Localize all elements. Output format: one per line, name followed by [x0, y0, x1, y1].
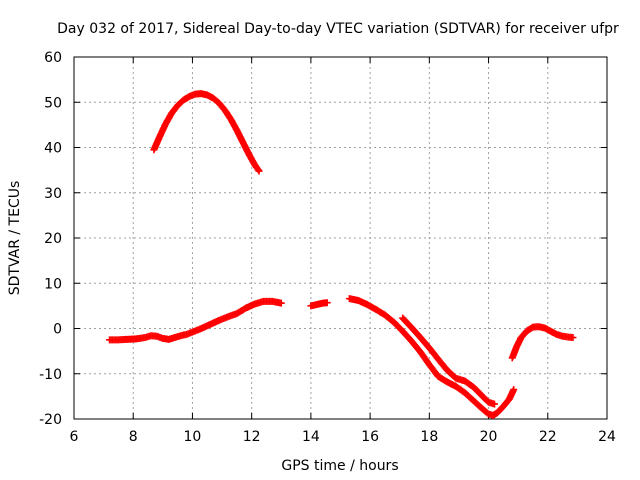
- chart-title: Day 032 of 2017, Sidereal Day-to-day VTE…: [57, 21, 619, 37]
- x-tick-label: 8: [129, 429, 138, 445]
- data-point-marker: [255, 167, 263, 175]
- x-tick-label: 18: [420, 429, 438, 445]
- data-point-marker: [277, 299, 285, 307]
- grid-lines: [74, 57, 607, 419]
- series-arc-low-3: [345, 295, 518, 419]
- y-axis-label: SDTVAR / TECUs: [7, 181, 23, 296]
- series-arc-high: [150, 90, 263, 175]
- y-tick-label: 60: [44, 50, 62, 66]
- x-tick-label: 10: [184, 429, 202, 445]
- series-arc-low-5: [508, 323, 577, 362]
- y-tick-label: 0: [53, 322, 62, 338]
- series-arc-low-1: [106, 297, 285, 344]
- x-tick-label: 20: [480, 429, 498, 445]
- x-axis-label: GPS time / hours: [281, 458, 398, 474]
- data-point-marker: [510, 386, 518, 394]
- y-tick-label: 10: [44, 276, 62, 292]
- y-tick-label: 20: [44, 231, 62, 247]
- x-tick-label: 22: [539, 429, 557, 445]
- x-tick-label: 16: [361, 429, 379, 445]
- y-tick-label: -20: [39, 412, 62, 428]
- x-tick-label: 12: [243, 429, 261, 445]
- x-tick-labels: 6 8 10 12 14 16 18 20 22 24: [70, 429, 616, 445]
- y-tick-labels: -20 -10 0 10 20 30 40 50 60: [39, 50, 62, 428]
- data-point-marker: [323, 299, 331, 307]
- series-arc-low-2: [307, 299, 331, 310]
- y-tick-label: -10: [39, 367, 62, 383]
- plot-frame: [73, 56, 608, 420]
- data-point-marker: [254, 166, 262, 174]
- data-point-marker: [490, 400, 498, 408]
- y-tick-label: 50: [44, 95, 62, 111]
- x-tick-label: 14: [302, 429, 320, 445]
- y-tick-label: 40: [44, 141, 62, 157]
- y-tick-label: 30: [44, 186, 62, 202]
- series-arc-low-4: [399, 314, 498, 408]
- data-point-marker: [569, 334, 577, 342]
- x-tick-label: 6: [70, 429, 79, 445]
- data-series: [106, 90, 577, 419]
- x-tick-label: 24: [598, 429, 616, 445]
